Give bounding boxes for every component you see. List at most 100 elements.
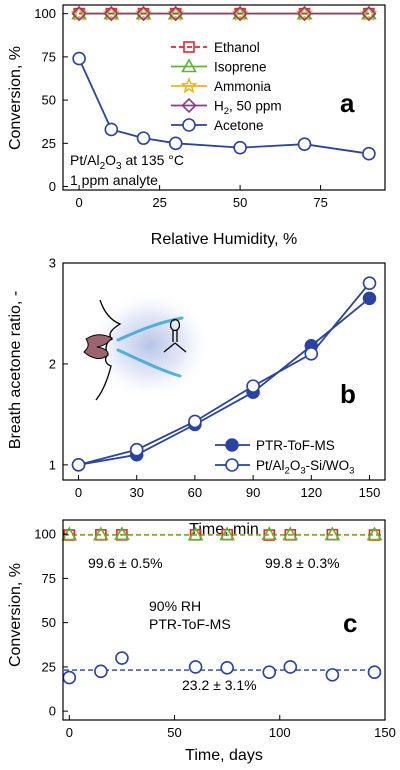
- a-xtick-label: 50: [233, 195, 247, 210]
- panel-a-point-isoprene: [103, 5, 120, 20]
- b-xtick-label: 150: [359, 485, 381, 500]
- legend-a-marker-h2-50-ppm: [181, 97, 197, 114]
- c-ytick-label: 0: [49, 704, 56, 719]
- legend-a-label-h2-50-ppm: H2, 50 ppm: [214, 99, 282, 118]
- panel-a-point-acetone: [168, 136, 183, 151]
- panel-c-plot-area: [61, 526, 384, 685]
- panel-b-point-series-2: [129, 442, 144, 457]
- panel-a-point-isoprene: [135, 5, 152, 20]
- panel-a-point-isoprene: [167, 5, 184, 20]
- a-xtick-label: 0: [75, 195, 82, 210]
- legend-a-marker-acetone: [182, 118, 196, 132]
- panel-a-frame: [62, 4, 386, 191]
- panel-a-point-h2-50-ppm: [296, 6, 313, 22]
- panel-a-xlabel: Relative Humidity, %: [151, 231, 297, 248]
- breath-stream-lower: [116, 348, 182, 378]
- b-ytick-label: 2: [49, 356, 56, 371]
- panel-a-point-h2-50-ppm: [361, 6, 377, 22]
- panel-a-point-h2-50-ppm: [103, 6, 119, 22]
- legend-a-marker-ammonia: [180, 76, 198, 94]
- legend-b-marker-series-1: [225, 438, 239, 452]
- b-xtick-label: 0: [75, 485, 82, 500]
- panel-a-ylabel: Conversion, %: [7, 46, 24, 150]
- c-xtick-label: 50: [167, 725, 181, 740]
- breath-illustration: [83, 290, 212, 401]
- panel-c: 99.6 ± 0.5% 99.8 ± 0.3% 23.2 ± 3.1% 90% …: [7, 519, 396, 764]
- legend-b-marker-series-2: [225, 458, 239, 472]
- panel-b-plot-area: [71, 276, 377, 472]
- panel-a-point-acetone: [362, 146, 376, 161]
- b-ytick-label: 3: [49, 256, 56, 271]
- a-ytick-label: 100: [34, 6, 56, 21]
- panel-c-point-triangle: [114, 526, 130, 541]
- panel-c-point-circle: [220, 660, 234, 675]
- panel-b-line-series-1: [78, 297, 371, 466]
- panel-b-point-series-2: [362, 276, 377, 290]
- panel-c-point-circle: [283, 660, 298, 674]
- panel-c-point-triangle: [93, 526, 109, 541]
- panel-c-point-circle: [367, 665, 382, 680]
- legend-a-label-ethanol: Ethanol: [214, 40, 260, 55]
- panel-a-point-h2-50-ppm: [232, 6, 248, 22]
- panel-b-letter: b: [340, 379, 356, 409]
- c-xtick-label: 0: [66, 725, 73, 740]
- a-ytick-label: 25: [42, 136, 56, 151]
- panel-c-point-triangle: [261, 526, 278, 541]
- c-ytick-label: 50: [42, 615, 56, 630]
- c-ytick-label: 100: [34, 527, 56, 542]
- c-xtick-label: 150: [374, 725, 396, 740]
- panel-c-note-method: PTR-ToF-MS: [149, 616, 231, 632]
- b-xtick-label: 60: [188, 485, 202, 500]
- panel-a-point-acetone: [104, 122, 119, 137]
- panel-c-point-circle: [325, 668, 340, 682]
- c-xtick-label: 100: [269, 725, 291, 740]
- panel-c-point-circle: [115, 651, 129, 665]
- panel-c-point-triangle: [187, 526, 204, 541]
- panel-c-point-circle: [188, 660, 203, 674]
- a-ytick-label: 0: [49, 179, 56, 194]
- panel-a-plot-area: [70, 4, 378, 161]
- legend-a-label-acetone: Acetone: [214, 118, 264, 133]
- panel-a-point-h2-50-ppm: [168, 6, 184, 22]
- legend-a-marker-isoprene: [181, 58, 197, 73]
- panel-a-point-isoprene: [232, 5, 248, 20]
- legend-b-label-series-2: Pt/Al2O3-Si/WO3: [256, 458, 354, 477]
- panel-a-note-line-1: Pt/Al2O3 at 135 °C: [70, 152, 184, 172]
- panel-a-point-isoprene: [296, 5, 313, 20]
- panel-a-point-isoprene: [71, 5, 87, 20]
- panel-a-point-acetone: [297, 137, 312, 151]
- face-profile: [95, 299, 122, 401]
- panel-c-annotation-isoprene: 99.8 ± 0.3%: [265, 555, 340, 571]
- panel-c-annotation-acetone: 23.2 ± 3.1%: [182, 677, 257, 693]
- panel-c-point-circle: [62, 670, 77, 685]
- panel-b-line-series-2: [78, 282, 371, 466]
- c-ytick-label: 25: [42, 659, 56, 674]
- a-ytick-label: 75: [42, 49, 56, 64]
- panel-a-letter: a: [340, 88, 355, 118]
- panel-a-point-h2-50-ppm: [135, 6, 152, 22]
- panel-c-point-triangle: [282, 526, 299, 541]
- b-xtick-label: 30: [129, 485, 143, 500]
- a-xtick-label: 25: [152, 195, 166, 210]
- panel-b-point-series-2: [304, 347, 319, 361]
- lips: [83, 334, 113, 360]
- panel-c-point-triangle: [219, 526, 236, 541]
- panel-c-point-circle: [262, 665, 277, 680]
- panel-c-xlabel: Time, days: [185, 747, 263, 764]
- panel-b-point-series-2: [246, 379, 260, 393]
- panel-a-point-h2-50-ppm: [71, 6, 87, 22]
- panel-c-ylabel: Conversion, %: [7, 563, 24, 667]
- legend-a-label-ammonia: Ammonia: [214, 79, 272, 94]
- panel-a-point-isoprene: [361, 5, 377, 20]
- b-xtick-label: 120: [300, 485, 322, 500]
- panel-c-point-triangle: [324, 526, 341, 541]
- panel-c-frame: [62, 519, 386, 721]
- legend-a-label-isoprene: Isoprene: [214, 60, 267, 75]
- panel-a-point-acetone: [136, 131, 151, 145]
- legend-b-label-series-1: PTR-ToF-MS: [256, 438, 335, 453]
- panel-b-point-series-2: [188, 414, 202, 429]
- b-ytick-label: 1: [49, 457, 56, 472]
- acetone-molecule: [163, 318, 187, 353]
